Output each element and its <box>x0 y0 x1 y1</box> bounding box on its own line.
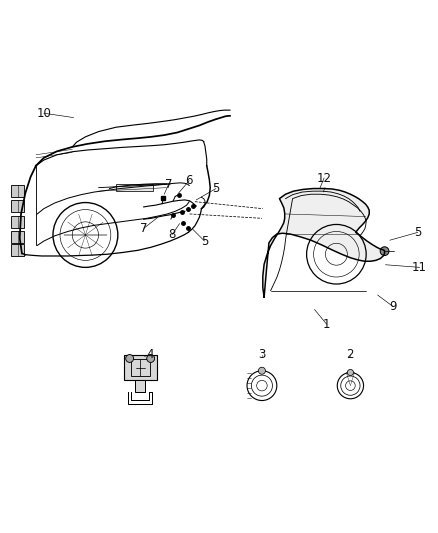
Circle shape <box>258 367 265 374</box>
Text: 6: 6 <box>185 174 193 187</box>
Bar <box>11 200 24 212</box>
Text: 5: 5 <box>414 226 421 239</box>
Text: 5: 5 <box>212 182 219 195</box>
Text: 5: 5 <box>201 235 208 248</box>
Circle shape <box>347 369 353 376</box>
Text: 11: 11 <box>412 261 427 274</box>
Text: 4: 4 <box>146 349 154 361</box>
Circle shape <box>147 354 155 362</box>
Bar <box>11 231 24 243</box>
Bar <box>11 216 24 228</box>
Circle shape <box>126 354 134 362</box>
Text: 7: 7 <box>140 222 148 235</box>
Bar <box>124 355 157 381</box>
Text: 1: 1 <box>323 318 331 331</box>
Text: 12: 12 <box>317 172 332 184</box>
Circle shape <box>380 247 389 255</box>
Bar <box>11 244 24 256</box>
Text: 10: 10 <box>36 107 51 120</box>
Bar <box>135 380 145 392</box>
Polygon shape <box>263 189 385 297</box>
Bar <box>11 185 24 197</box>
Bar <box>116 184 153 191</box>
Text: 3: 3 <box>258 349 265 361</box>
Text: 2: 2 <box>346 349 353 361</box>
Text: 7: 7 <box>165 177 173 191</box>
Bar <box>131 359 150 376</box>
Text: 8: 8 <box>169 228 176 241</box>
Text: 9: 9 <box>389 300 397 313</box>
